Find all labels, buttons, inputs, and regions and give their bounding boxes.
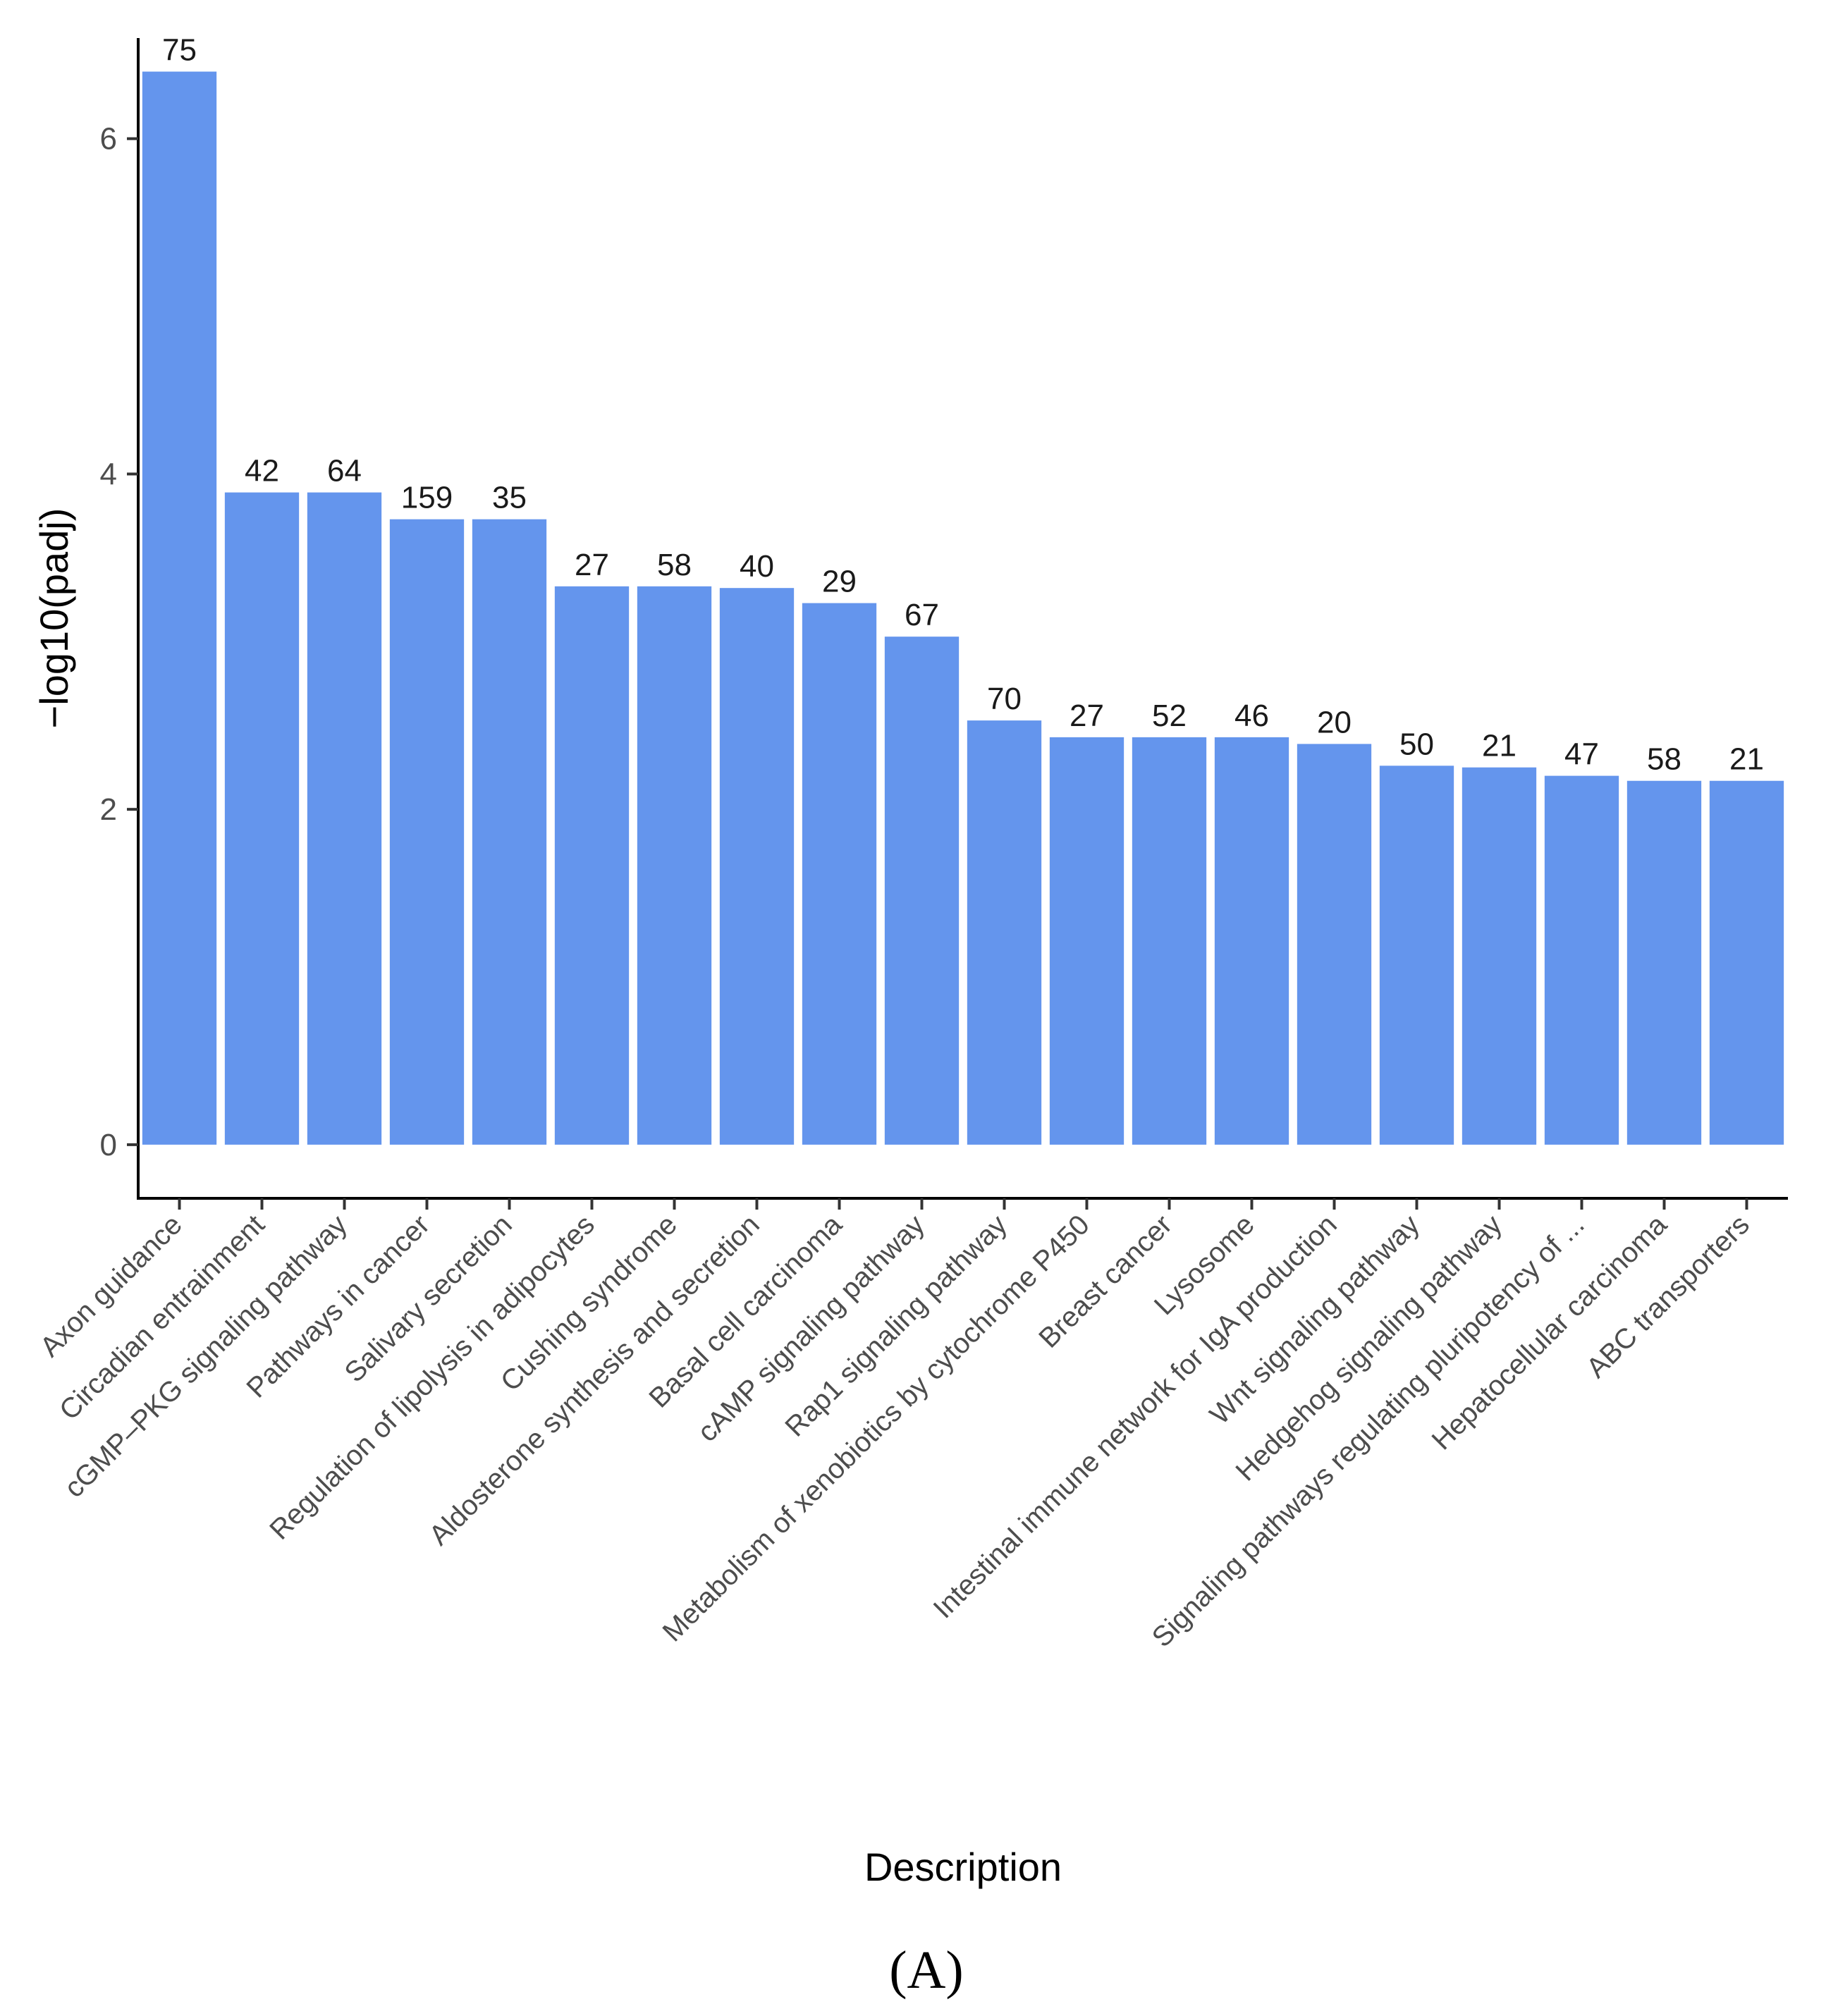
bar — [802, 603, 877, 1145]
bar-value-label: 58 — [1647, 742, 1681, 777]
bar — [1379, 766, 1454, 1145]
bar — [1626, 780, 1702, 1145]
bar-value-label: 47 — [1564, 737, 1599, 772]
panel-label: (A) — [889, 1941, 964, 2000]
bar — [1544, 775, 1619, 1145]
bar — [472, 519, 547, 1145]
bar — [389, 519, 465, 1145]
bar-value-label: 58 — [657, 548, 692, 582]
x-axis-title: Description — [864, 1845, 1062, 1889]
bar — [224, 492, 300, 1145]
bar — [967, 720, 1042, 1145]
bars-group — [142, 71, 1784, 1145]
bar — [637, 586, 712, 1145]
bar-value-label: 159 — [401, 481, 453, 515]
bar-labels-group: 75 42 64 159 35 27 58 40 29 67 70 27 52 46 20 50 21 47 58 2… — [162, 33, 1764, 777]
bar-value-label: 75 — [162, 33, 197, 68]
bar-value-label: 67 — [905, 598, 939, 632]
bar — [1297, 744, 1372, 1145]
x-tick-label: Axon guidance — [35, 1209, 188, 1363]
y-tick-label: 6 — [100, 122, 117, 156]
y-axis-ticks: 0 2 4 6 — [100, 122, 138, 1162]
bar-value-label: 27 — [1070, 699, 1104, 733]
bar-value-label: 50 — [1399, 727, 1434, 761]
bar-value-label: 52 — [1152, 699, 1187, 733]
bar-value-label: 20 — [1317, 705, 1352, 739]
bar-value-label: 27 — [575, 548, 609, 582]
bar — [1132, 737, 1207, 1145]
bar-value-label: 42 — [245, 454, 279, 488]
bar-value-label: 64 — [327, 454, 362, 488]
bar — [554, 586, 630, 1145]
bar-value-label: 40 — [740, 549, 774, 584]
y-axis-title: −log10(padj) — [32, 508, 76, 729]
bar — [719, 588, 795, 1145]
bar — [1214, 737, 1289, 1145]
bar — [142, 71, 217, 1145]
bar-value-label: 70 — [987, 682, 1022, 716]
bar-value-label: 21 — [1482, 729, 1516, 763]
y-tick-label: 2 — [100, 792, 117, 827]
bar — [1462, 767, 1537, 1145]
bar-value-label: 35 — [492, 481, 527, 515]
y-tick-label: 0 — [100, 1128, 117, 1162]
bar — [884, 637, 960, 1145]
bar-value-label: 29 — [822, 565, 857, 599]
bar — [1709, 780, 1784, 1145]
bar — [307, 492, 382, 1145]
bar — [1049, 737, 1125, 1145]
y-tick-label: 4 — [100, 457, 117, 491]
bar-value-label: 46 — [1234, 699, 1269, 733]
bar-value-label: 21 — [1729, 742, 1764, 777]
